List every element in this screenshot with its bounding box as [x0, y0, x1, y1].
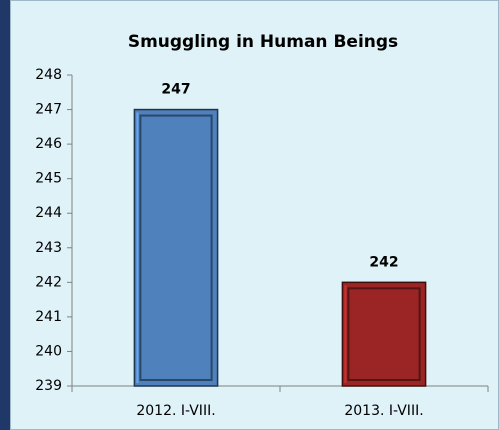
bar: [133, 108, 219, 387]
value-label: 242: [369, 254, 398, 270]
y-tick-label: 248: [35, 67, 62, 83]
y-tick-label: 247: [35, 102, 62, 118]
y-tick-label: 243: [35, 240, 62, 256]
y-tick-label: 240: [35, 343, 62, 359]
y-tick-label: 241: [35, 309, 62, 325]
y-tick-label: 246: [35, 136, 62, 152]
bar-bevel: [139, 114, 213, 382]
bar: [341, 281, 427, 387]
left-border: [0, 0, 10, 430]
y-tick-label: 245: [35, 171, 62, 187]
y-tick-label: 239: [35, 378, 62, 394]
bar-bevel: [347, 287, 421, 382]
x-tick-label: 2013. I-VIII.: [344, 403, 423, 419]
x-tick-label: 2012. I-VIII.: [136, 403, 215, 419]
value-label: 247: [161, 82, 190, 98]
chart-title: Smuggling in Human Beings: [128, 32, 398, 52]
y-tick-label: 244: [35, 205, 62, 221]
y-tick-label: 242: [35, 274, 62, 290]
